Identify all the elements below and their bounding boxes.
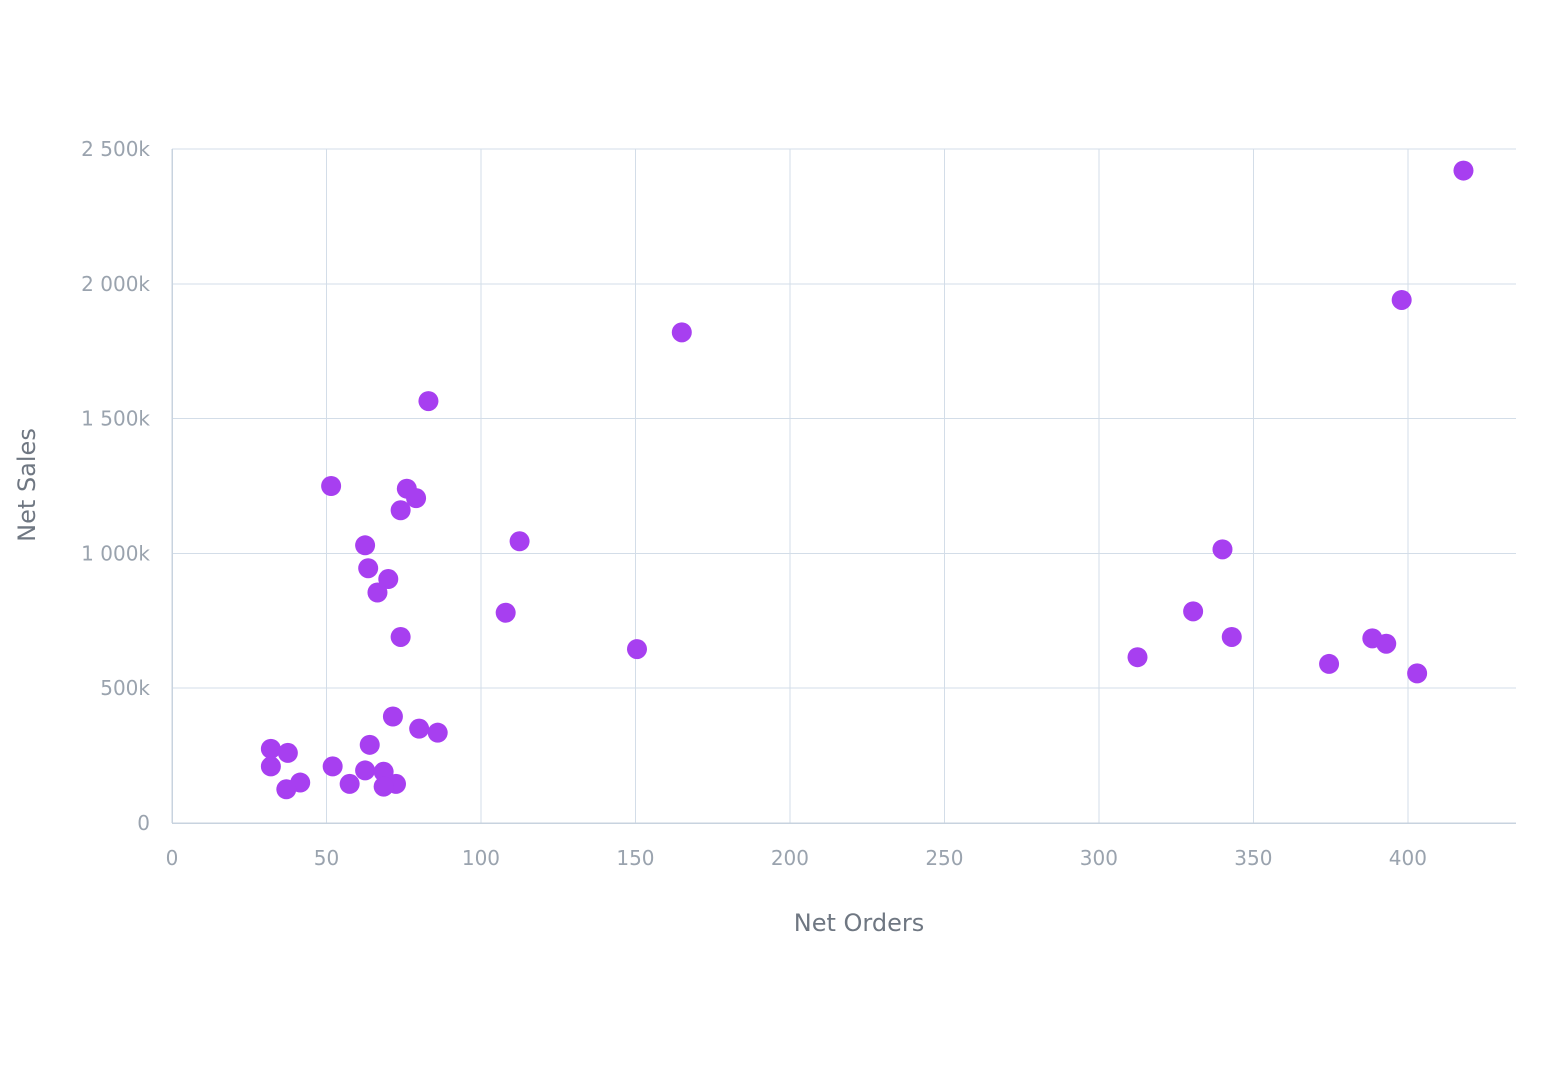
y-tick-label: 500k bbox=[100, 676, 150, 700]
data-point[interactable] bbox=[382, 706, 403, 727]
grid bbox=[172, 148, 1516, 823]
x-tick-label: 250 bbox=[925, 846, 963, 870]
data-point[interactable] bbox=[355, 760, 376, 781]
data-point[interactable] bbox=[671, 322, 692, 343]
x-tick-label: 100 bbox=[462, 846, 500, 870]
data-point[interactable] bbox=[1319, 653, 1340, 674]
axes bbox=[171, 149, 1516, 824]
data-point[interactable] bbox=[1391, 289, 1412, 310]
data-point[interactable] bbox=[1221, 626, 1242, 647]
data-point[interactable] bbox=[1127, 647, 1148, 668]
data-point[interactable] bbox=[378, 569, 399, 590]
y-tick-label: 2 000k bbox=[81, 272, 150, 296]
data-point[interactable] bbox=[277, 742, 298, 763]
data-point[interactable] bbox=[626, 639, 647, 660]
data-point[interactable] bbox=[418, 391, 439, 412]
data-point[interactable] bbox=[322, 756, 343, 777]
y-axis-ticks: 0 500k 1 000k 1 500k 2 000k 2 500k bbox=[81, 137, 150, 835]
data-point[interactable] bbox=[276, 779, 297, 800]
data-point[interactable] bbox=[358, 558, 379, 579]
data-point[interactable] bbox=[390, 500, 411, 521]
x-tick-label: 300 bbox=[1080, 846, 1118, 870]
data-point[interactable] bbox=[1376, 633, 1397, 654]
data-point[interactable] bbox=[1183, 601, 1204, 622]
data-point[interactable] bbox=[339, 773, 360, 794]
data-point[interactable] bbox=[367, 582, 388, 603]
data-point[interactable] bbox=[1212, 539, 1233, 560]
x-tick-label: 200 bbox=[771, 846, 809, 870]
x-axis-title: Net Orders bbox=[794, 909, 924, 937]
y-tick-label: 2 500k bbox=[81, 137, 150, 161]
data-point[interactable] bbox=[390, 626, 411, 647]
data-point[interactable] bbox=[359, 734, 380, 755]
data-point[interactable] bbox=[260, 738, 281, 759]
data-point[interactable] bbox=[355, 535, 376, 556]
data-point[interactable] bbox=[260, 756, 281, 777]
x-tick-label: 400 bbox=[1389, 846, 1427, 870]
data-point[interactable] bbox=[373, 761, 394, 782]
y-tick-label: 1 000k bbox=[81, 541, 150, 565]
data-point[interactable] bbox=[509, 531, 530, 552]
data-point[interactable] bbox=[495, 602, 516, 623]
data-point[interactable] bbox=[1407, 663, 1428, 684]
data-point[interactable] bbox=[427, 722, 448, 743]
x-tick-label: 150 bbox=[616, 846, 654, 870]
data-point[interactable] bbox=[373, 776, 394, 797]
x-axis-ticks: 0 50 100 150 200 250 300 350 400 bbox=[166, 846, 1427, 870]
y-axis-title: Net Sales bbox=[13, 428, 41, 542]
x-tick-label: 50 bbox=[314, 846, 339, 870]
x-tick-label: 350 bbox=[1234, 846, 1272, 870]
data-point[interactable] bbox=[406, 488, 427, 509]
x-tick-label: 0 bbox=[166, 846, 179, 870]
data-points bbox=[260, 160, 1474, 800]
data-point[interactable] bbox=[409, 718, 430, 739]
data-point[interactable] bbox=[321, 476, 342, 496]
y-tick-label: 0 bbox=[137, 811, 150, 835]
y-tick-label: 1 500k bbox=[81, 407, 150, 431]
data-point[interactable] bbox=[1453, 160, 1474, 181]
